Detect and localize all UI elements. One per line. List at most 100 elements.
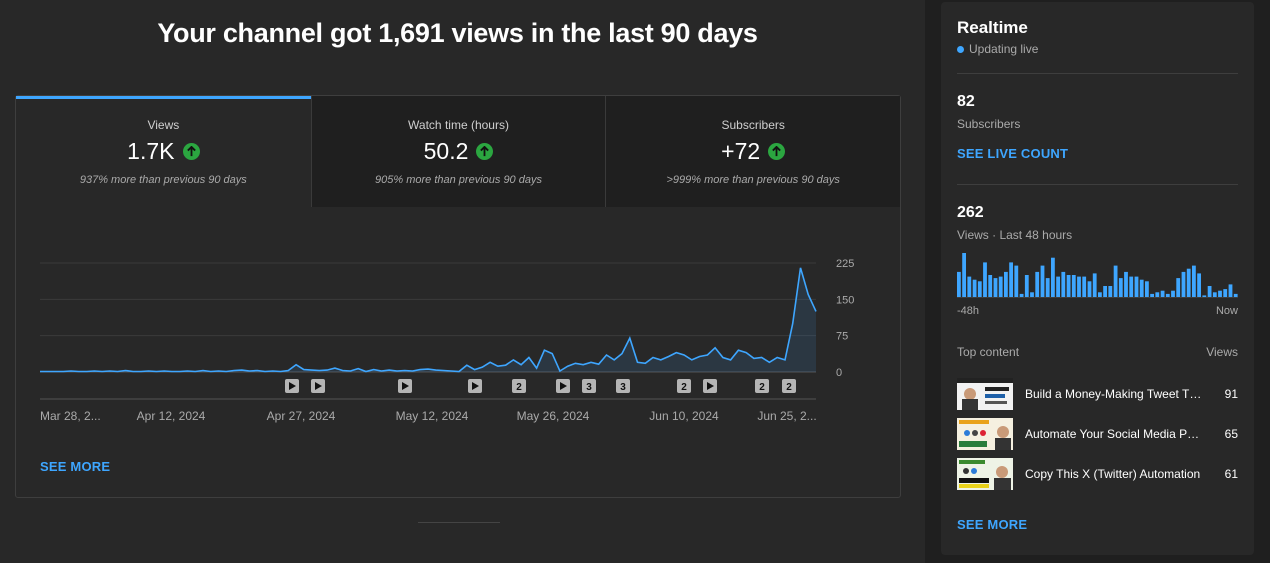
mini-bar bbox=[1223, 289, 1228, 297]
svg-text:2: 2 bbox=[516, 382, 522, 393]
top-content-item[interactable]: Build a Money-Making Tweet Thread 91 bbox=[957, 378, 1238, 410]
mini-bar bbox=[1009, 262, 1013, 297]
mini-chart-end-label: Now bbox=[1215, 305, 1238, 317]
mini-bar bbox=[1061, 271, 1066, 297]
side-panel: Realtime Updating live 82 Subscribers SE… bbox=[925, 0, 1270, 563]
views-line bbox=[40, 267, 817, 373]
mini-bar bbox=[1233, 293, 1238, 297]
mini-bar bbox=[1171, 290, 1175, 297]
video-thumbnail bbox=[957, 378, 1013, 410]
subscriber-count: 82 bbox=[957, 93, 975, 110]
tab-views[interactable]: Views 1.7K 937% more than previous 90 da… bbox=[16, 96, 311, 207]
mini-bar bbox=[1035, 271, 1040, 297]
tab-watch-time-label: Watch time (hours) bbox=[408, 118, 509, 132]
mini-bar bbox=[1181, 271, 1186, 297]
views-48h-label: Views · Last 48 hours bbox=[957, 228, 1073, 242]
top-content-item[interactable]: Automate Your Social Media Posts 65 bbox=[957, 418, 1238, 450]
mini-bar bbox=[1150, 293, 1154, 297]
mini-bar bbox=[1124, 271, 1128, 297]
mini-bar bbox=[1139, 279, 1144, 297]
views-column-label: Views bbox=[1206, 345, 1238, 359]
tab-views-label: Views bbox=[147, 118, 180, 132]
video-published-marker[interactable] bbox=[311, 379, 325, 393]
video-published-marker[interactable] bbox=[285, 379, 299, 393]
mini-bar bbox=[977, 281, 982, 297]
mini-bar bbox=[1092, 273, 1097, 297]
mini-bar bbox=[988, 275, 993, 297]
mini-bar bbox=[1077, 276, 1081, 297]
top-content-see-more-button[interactable]: SEE MORE bbox=[957, 517, 1028, 532]
subscriber-label: Subscribers bbox=[957, 117, 1021, 131]
mini-bar bbox=[1129, 276, 1134, 297]
mini-bar bbox=[1118, 278, 1123, 297]
analytics-main: Your channel got 1,691 views in the last… bbox=[15, 18, 901, 523]
svg-text:3: 3 bbox=[586, 382, 592, 393]
video-title: Build a Money-Making Tweet Thread bbox=[1025, 387, 1203, 401]
mini-bar bbox=[1040, 265, 1045, 297]
video-published-marker[interactable] bbox=[398, 379, 412, 393]
mini-bar bbox=[1207, 286, 1212, 297]
mini-bar bbox=[1113, 265, 1118, 297]
mini-bar bbox=[1202, 295, 1207, 297]
tab-subscribers[interactable]: Subscribers +72 >999% more than previous… bbox=[605, 96, 901, 207]
metric-tabs: Views 1.7K 937% more than previous 90 da… bbox=[16, 96, 901, 207]
mini-bar bbox=[1218, 290, 1222, 297]
tab-subscribers-label: Subscribers bbox=[721, 118, 785, 132]
svg-text:3: 3 bbox=[620, 382, 626, 393]
top-content-label: Top content bbox=[957, 345, 1020, 359]
views-48h-count: 262 bbox=[957, 204, 984, 221]
mini-bar bbox=[972, 279, 977, 297]
tab-watch-time[interactable]: Watch time (hours) 50.2 905% more than p… bbox=[310, 96, 606, 207]
live-status: Updating live bbox=[957, 42, 1038, 56]
mini-bar bbox=[967, 276, 972, 297]
x-tick-label: May 12, 2024 bbox=[396, 409, 469, 423]
mini-bar bbox=[1004, 271, 1008, 297]
live-status-label: Updating live bbox=[969, 42, 1039, 56]
mini-bar bbox=[983, 262, 987, 297]
y-tick-label: 75 bbox=[836, 331, 848, 343]
see-live-count-button[interactable]: SEE LIVE COUNT bbox=[957, 146, 1069, 161]
page-headline: Your channel got 1,691 views in the last… bbox=[157, 18, 758, 48]
svg-text:2: 2 bbox=[759, 382, 765, 393]
video-published-marker[interactable] bbox=[468, 379, 482, 393]
arrow-up-icon bbox=[476, 143, 494, 160]
multi-video-marker[interactable]: 2 bbox=[512, 379, 526, 393]
video-thumbnail bbox=[957, 418, 1013, 450]
mini-bar bbox=[998, 276, 1003, 297]
top-content-item[interactable]: Copy This X (Twitter) Automation 61 bbox=[957, 458, 1238, 490]
multi-video-marker[interactable]: 3 bbox=[582, 379, 596, 393]
video-published-marker[interactable] bbox=[703, 379, 717, 393]
video-title: Copy This X (Twitter) Automation bbox=[1025, 467, 1201, 481]
views-line-chart: 225 150 75 0 2 3 3 2 2 2 Mar 28, 2... Apr 12, 2024 A… bbox=[40, 258, 854, 423]
see-more-button[interactable]: SEE MORE bbox=[40, 459, 111, 474]
multi-video-marker[interactable]: 3 bbox=[616, 379, 630, 393]
arrow-up-icon bbox=[182, 143, 200, 160]
realtime-title: Realtime bbox=[957, 18, 1028, 37]
live-dot-icon bbox=[957, 45, 964, 53]
x-tick-label: Jun 10, 2024 bbox=[649, 409, 719, 423]
mini-bar bbox=[993, 278, 998, 297]
mini-bar bbox=[1197, 273, 1201, 297]
multi-video-marker[interactable]: 2 bbox=[782, 379, 796, 393]
y-tick-label: 0 bbox=[836, 367, 842, 379]
video-views: 91 bbox=[1224, 387, 1238, 401]
mini-bar bbox=[1024, 275, 1029, 297]
mini-bar bbox=[1051, 257, 1055, 297]
video-views: 65 bbox=[1224, 427, 1238, 441]
tab-views-comparison: 937% more than previous 90 days bbox=[79, 174, 247, 186]
views-area bbox=[40, 267, 816, 372]
mini-bar bbox=[1145, 281, 1149, 297]
video-published-marker[interactable] bbox=[556, 379, 570, 393]
mini-bar bbox=[1192, 265, 1196, 297]
x-tick-label: Jun 25, 2... bbox=[757, 409, 816, 423]
multi-video-marker[interactable]: 2 bbox=[755, 379, 769, 393]
mini-bar bbox=[1155, 292, 1160, 297]
svg-text:2: 2 bbox=[681, 382, 687, 393]
mini-bar bbox=[1103, 286, 1107, 297]
multi-video-marker[interactable]: 2 bbox=[677, 379, 691, 393]
mini-bar bbox=[1071, 275, 1076, 297]
mini-bar bbox=[1228, 284, 1233, 297]
x-tick-label: Apr 27, 2024 bbox=[267, 409, 336, 423]
mini-bar bbox=[1176, 278, 1181, 297]
x-tick-label: May 26, 2024 bbox=[517, 409, 590, 423]
